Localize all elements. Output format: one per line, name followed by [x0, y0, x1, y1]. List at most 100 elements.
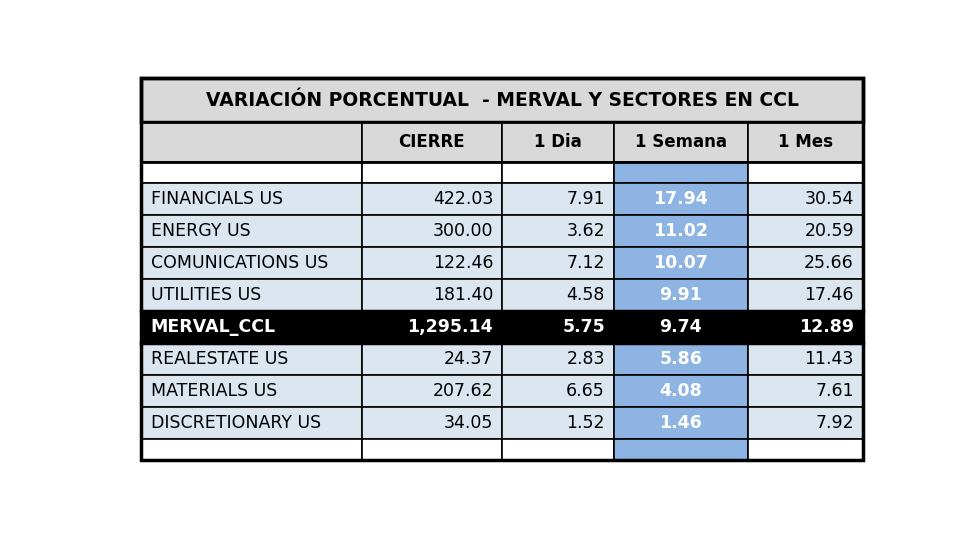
- Bar: [141, 311, 362, 343]
- Bar: [614, 407, 748, 439]
- Bar: [141, 439, 362, 460]
- Text: 5.75: 5.75: [563, 318, 605, 336]
- Bar: [614, 343, 748, 375]
- Text: 9.74: 9.74: [660, 318, 702, 336]
- Bar: [614, 311, 748, 343]
- Text: 12.89: 12.89: [799, 318, 854, 336]
- Bar: [614, 162, 748, 183]
- Text: 11.02: 11.02: [654, 222, 709, 240]
- Bar: [614, 375, 748, 407]
- Text: 24.37: 24.37: [444, 350, 493, 368]
- Bar: [748, 183, 863, 215]
- Bar: [614, 247, 748, 279]
- Text: 1.52: 1.52: [566, 414, 605, 432]
- Bar: [141, 343, 362, 375]
- Text: 1 Mes: 1 Mes: [778, 133, 833, 151]
- Bar: [748, 215, 863, 247]
- Bar: [748, 279, 863, 311]
- Bar: [614, 183, 748, 215]
- Bar: [748, 122, 863, 162]
- Bar: [362, 343, 503, 375]
- Text: 1 Dia: 1 Dia: [534, 133, 582, 151]
- Bar: [502, 279, 614, 311]
- Bar: [614, 279, 748, 311]
- Bar: [614, 122, 748, 162]
- Bar: [502, 311, 614, 343]
- Text: 30.54: 30.54: [805, 190, 854, 208]
- Bar: [141, 279, 362, 311]
- Text: FINANCIALS US: FINANCIALS US: [151, 190, 282, 208]
- Text: 20.59: 20.59: [805, 222, 854, 240]
- Bar: [362, 247, 503, 279]
- Bar: [141, 375, 362, 407]
- Bar: [141, 122, 362, 162]
- Text: ENERGY US: ENERGY US: [151, 222, 250, 240]
- Bar: [141, 215, 362, 247]
- Text: 4.58: 4.58: [566, 286, 605, 304]
- Bar: [141, 183, 362, 215]
- Bar: [502, 162, 614, 183]
- Text: 11.43: 11.43: [805, 350, 854, 368]
- Text: 17.46: 17.46: [805, 286, 854, 304]
- Text: REALESTATE US: REALESTATE US: [151, 350, 288, 368]
- Text: 422.03: 422.03: [433, 190, 493, 208]
- Bar: [362, 311, 503, 343]
- Text: 25.66: 25.66: [805, 254, 854, 272]
- Text: 7.91: 7.91: [566, 190, 605, 208]
- Bar: [748, 311, 863, 343]
- Text: 122.46: 122.46: [432, 254, 493, 272]
- Text: 5.86: 5.86: [660, 350, 703, 368]
- Bar: [614, 439, 748, 460]
- Bar: [502, 439, 614, 460]
- Text: CIERRE: CIERRE: [399, 133, 465, 151]
- Bar: [614, 215, 748, 247]
- Text: 6.65: 6.65: [566, 382, 605, 400]
- Bar: [748, 375, 863, 407]
- Bar: [748, 247, 863, 279]
- Text: 17.94: 17.94: [654, 190, 709, 208]
- Bar: [362, 407, 503, 439]
- Text: 34.05: 34.05: [444, 414, 493, 432]
- Text: 10.07: 10.07: [654, 254, 709, 272]
- Text: 1,295.14: 1,295.14: [408, 318, 493, 336]
- Text: 7.92: 7.92: [815, 414, 854, 432]
- Bar: [141, 78, 863, 122]
- Bar: [141, 247, 362, 279]
- Text: VARIACIÓN PORCENTUAL  - MERVAL Y SECTORES EN CCL: VARIACIÓN PORCENTUAL - MERVAL Y SECTORES…: [206, 91, 799, 110]
- Bar: [502, 247, 614, 279]
- Bar: [502, 343, 614, 375]
- Text: COMUNICATIONS US: COMUNICATIONS US: [151, 254, 328, 272]
- Text: MERVAL_CCL: MERVAL_CCL: [151, 318, 275, 336]
- Bar: [141, 407, 362, 439]
- Bar: [748, 439, 863, 460]
- Text: 1.46: 1.46: [660, 414, 703, 432]
- Text: UTILITIES US: UTILITIES US: [151, 286, 261, 304]
- Bar: [362, 215, 503, 247]
- Bar: [362, 183, 503, 215]
- Text: 7.12: 7.12: [566, 254, 605, 272]
- Text: 3.62: 3.62: [566, 222, 605, 240]
- Text: MATERIALS US: MATERIALS US: [151, 382, 277, 400]
- Text: 300.00: 300.00: [432, 222, 493, 240]
- Text: 181.40: 181.40: [433, 286, 493, 304]
- Text: 7.61: 7.61: [815, 382, 854, 400]
- Text: 9.91: 9.91: [660, 286, 703, 304]
- Bar: [362, 375, 503, 407]
- Text: 4.08: 4.08: [660, 382, 703, 400]
- Bar: [748, 343, 863, 375]
- Bar: [748, 407, 863, 439]
- Bar: [141, 162, 362, 183]
- Bar: [362, 439, 503, 460]
- Bar: [502, 375, 614, 407]
- Bar: [748, 162, 863, 183]
- Text: 2.83: 2.83: [566, 350, 605, 368]
- Bar: [362, 279, 503, 311]
- Text: 207.62: 207.62: [432, 382, 493, 400]
- Bar: [502, 122, 614, 162]
- Bar: [362, 162, 503, 183]
- Bar: [502, 183, 614, 215]
- Text: DISCRETIONARY US: DISCRETIONARY US: [151, 414, 320, 432]
- Text: 1 Semana: 1 Semana: [635, 133, 727, 151]
- Bar: [362, 122, 503, 162]
- Bar: [502, 215, 614, 247]
